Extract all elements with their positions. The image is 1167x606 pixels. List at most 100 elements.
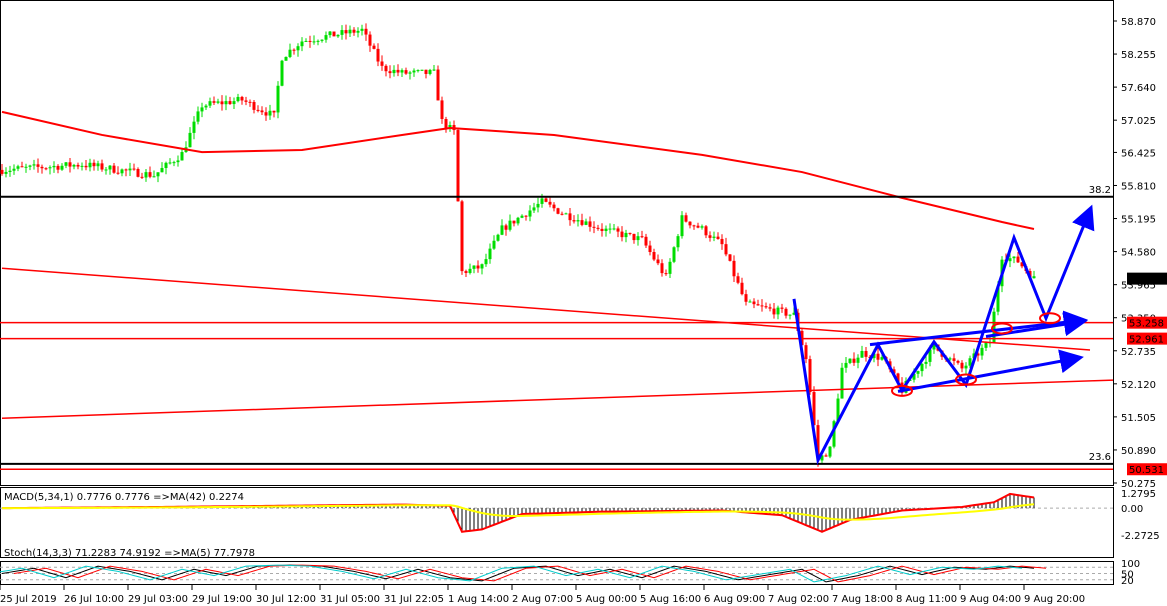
candle bbox=[412, 70, 416, 73]
candle bbox=[448, 125, 452, 129]
candle bbox=[640, 236, 644, 238]
candle bbox=[656, 259, 660, 264]
candle bbox=[516, 217, 520, 224]
price-tick-label: 58.255 bbox=[1121, 50, 1156, 61]
candle bbox=[64, 162, 68, 166]
red-ellipse bbox=[1039, 312, 1061, 325]
candle bbox=[244, 100, 248, 102]
candle bbox=[444, 119, 448, 129]
candle bbox=[592, 226, 596, 228]
candle bbox=[672, 247, 676, 262]
candle bbox=[172, 162, 176, 164]
current-price-label: 54.077 bbox=[1129, 275, 1164, 286]
candle bbox=[564, 213, 568, 215]
level-price-label: 52.961 bbox=[1129, 335, 1164, 346]
candle bbox=[876, 353, 880, 360]
candle bbox=[456, 130, 460, 202]
candle bbox=[636, 236, 640, 241]
candle bbox=[472, 265, 476, 269]
time-tick-label: 6 Aug 09:00 bbox=[704, 594, 765, 605]
candle bbox=[180, 152, 184, 161]
red-ellipse bbox=[991, 322, 1013, 335]
candle bbox=[364, 28, 368, 35]
candle bbox=[1012, 256, 1016, 259]
candle bbox=[576, 220, 580, 222]
candle bbox=[512, 220, 516, 224]
time-tick-label: 8 Aug 11:00 bbox=[896, 594, 957, 605]
time-tick-label: 30 Jul 12:00 bbox=[256, 594, 316, 605]
candle bbox=[764, 306, 768, 308]
candle bbox=[724, 244, 728, 255]
candle bbox=[100, 163, 104, 170]
candle bbox=[28, 165, 32, 167]
candle bbox=[168, 162, 172, 164]
candle bbox=[88, 162, 92, 168]
candle bbox=[736, 276, 740, 283]
candle bbox=[740, 282, 744, 295]
candle bbox=[20, 166, 24, 168]
candle bbox=[508, 220, 512, 230]
candle bbox=[340, 30, 344, 35]
candle bbox=[248, 101, 252, 103]
candle bbox=[980, 347, 984, 356]
candle bbox=[8, 170, 12, 172]
level-price-badge bbox=[1127, 316, 1167, 329]
candle bbox=[108, 165, 112, 170]
candle bbox=[152, 176, 156, 178]
level-price-badge bbox=[1127, 332, 1167, 345]
candle bbox=[540, 198, 544, 204]
candle bbox=[104, 169, 108, 171]
candle bbox=[996, 286, 1000, 312]
candle bbox=[388, 71, 392, 74]
candle bbox=[488, 248, 492, 260]
candle bbox=[288, 49, 292, 57]
candle bbox=[136, 168, 140, 177]
candle bbox=[280, 60, 284, 86]
candle bbox=[580, 220, 584, 225]
candle bbox=[52, 165, 56, 168]
candle bbox=[60, 165, 64, 170]
candle bbox=[76, 164, 80, 167]
candle bbox=[720, 238, 724, 245]
time-tick-label: 7 Aug 18:00 bbox=[832, 594, 893, 605]
candle bbox=[308, 40, 312, 42]
candle bbox=[356, 30, 360, 33]
candle bbox=[328, 31, 332, 36]
candle bbox=[708, 235, 712, 238]
candle bbox=[312, 41, 316, 43]
level-price-badge bbox=[1127, 463, 1167, 476]
candle bbox=[496, 234, 500, 241]
red-ellipse bbox=[891, 384, 913, 397]
stoch-main-line bbox=[1, 564, 1035, 583]
time-tick-label: 1 Aug 14:00 bbox=[448, 594, 509, 605]
blue-wave-path bbox=[792, 204, 1095, 465]
stoch-ma-line bbox=[0, 564, 1023, 583]
candle bbox=[788, 314, 792, 316]
candle bbox=[912, 373, 916, 380]
candle bbox=[544, 198, 548, 202]
candle bbox=[392, 69, 396, 74]
time-tick-label: 29 Jul 03:00 bbox=[128, 594, 188, 605]
candle bbox=[432, 69, 436, 71]
candle bbox=[352, 29, 356, 33]
candle bbox=[664, 273, 668, 275]
level-price-label: 50.531 bbox=[1129, 465, 1164, 476]
candle bbox=[784, 308, 788, 316]
candle bbox=[1016, 256, 1020, 263]
macd-tick-label: 1.2795 bbox=[1121, 489, 1156, 500]
candle bbox=[128, 168, 132, 171]
candle bbox=[524, 215, 528, 217]
candle bbox=[692, 225, 696, 227]
candle bbox=[176, 160, 180, 163]
macd-label: MACD(5,34,1) 0.7776 0.7776 =>MA(42) 0.22… bbox=[4, 492, 244, 503]
candle bbox=[756, 304, 760, 306]
candle bbox=[436, 69, 440, 101]
fib-level-label: 38.2 bbox=[1089, 185, 1111, 196]
candle bbox=[612, 228, 616, 230]
candle bbox=[80, 165, 84, 167]
candle bbox=[40, 166, 44, 169]
candle bbox=[652, 252, 656, 260]
candle bbox=[864, 350, 868, 357]
price-tick-label: 55.810 bbox=[1121, 181, 1156, 192]
candle bbox=[964, 365, 968, 369]
